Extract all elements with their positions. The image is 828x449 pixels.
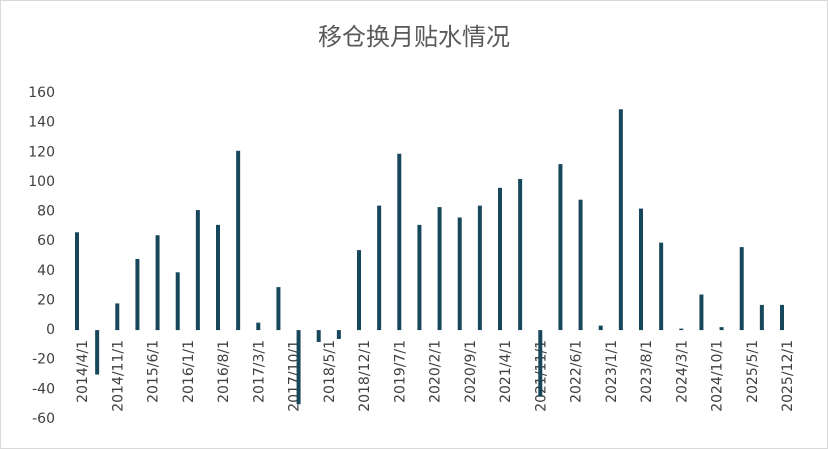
bar [598, 325, 603, 331]
bar [417, 224, 422, 331]
x-tick-label: 2014/4/1 [75, 340, 91, 403]
bar [719, 327, 724, 331]
bar [95, 330, 100, 375]
y-tick-label: 100 [28, 174, 55, 190]
x-tick-label: 2021/4/1 [498, 340, 514, 403]
bar [457, 217, 462, 331]
bar [155, 235, 160, 331]
bar [578, 199, 583, 331]
y-tick-label: 60 [37, 233, 55, 249]
x-tick-label: 2016/1/1 [181, 340, 197, 403]
x-tick-label: 2018/5/1 [322, 340, 338, 403]
bar [336, 330, 341, 339]
bar [679, 328, 684, 331]
bar [195, 210, 200, 331]
bar [357, 250, 361, 331]
y-tick-label: 40 [37, 263, 55, 279]
bar [558, 164, 563, 331]
bar [437, 207, 442, 331]
bar [256, 322, 261, 331]
bar [518, 178, 523, 331]
x-tick-label: 2017/3/1 [251, 340, 267, 403]
y-tick-label: 120 [28, 144, 55, 160]
x-tick-label: 2023/8/1 [639, 340, 655, 403]
y-tick-label: 140 [28, 115, 55, 131]
bar [397, 153, 402, 331]
x-tick-label: 2024/3/1 [674, 340, 690, 403]
x-tick-label: 2016/8/1 [216, 340, 232, 403]
y-tick-label: 160 [28, 85, 55, 101]
y-tick-label: -20 [32, 352, 55, 368]
bar [477, 205, 482, 331]
bar [759, 304, 764, 331]
bar [780, 304, 784, 331]
bar [377, 205, 382, 331]
y-tick-label: -40 [32, 381, 55, 397]
bar [618, 109, 623, 331]
bar [538, 330, 543, 397]
x-tick-label: 2020/9/1 [463, 340, 479, 403]
bar [236, 150, 241, 331]
x-tick-label: 2022/6/1 [569, 340, 585, 403]
bar [296, 330, 301, 405]
x-tick-label: 2020/2/1 [428, 340, 444, 403]
bar [639, 208, 643, 331]
x-tick-label: 2019/7/1 [392, 340, 408, 403]
y-tick-label: 0 [46, 322, 55, 338]
x-tick-label: 2025/12/1 [780, 340, 796, 412]
chart-title: 移仓换月贴水情况 [318, 23, 510, 51]
bar [175, 272, 180, 331]
x-tick-label: 2018/12/1 [357, 340, 373, 412]
bar [216, 224, 220, 331]
y-tick-label: -60 [32, 411, 55, 427]
x-tick-label: 2014/11/1 [110, 340, 126, 412]
bar [659, 242, 664, 331]
bar [75, 232, 79, 331]
bar [276, 287, 281, 331]
x-tick-label: 2023/1/1 [604, 340, 620, 403]
bar [699, 294, 704, 331]
bar [498, 187, 502, 331]
y-tick-label: 80 [37, 204, 55, 220]
x-tick-label: 2025/5/1 [745, 340, 761, 403]
bar [739, 247, 744, 331]
x-tick-label: 2015/6/1 [146, 340, 162, 403]
x-tick-label: 2024/10/1 [710, 340, 726, 412]
bar [135, 258, 140, 331]
bar [115, 303, 120, 331]
y-tick-label: 20 [37, 292, 55, 308]
bar [316, 330, 321, 342]
